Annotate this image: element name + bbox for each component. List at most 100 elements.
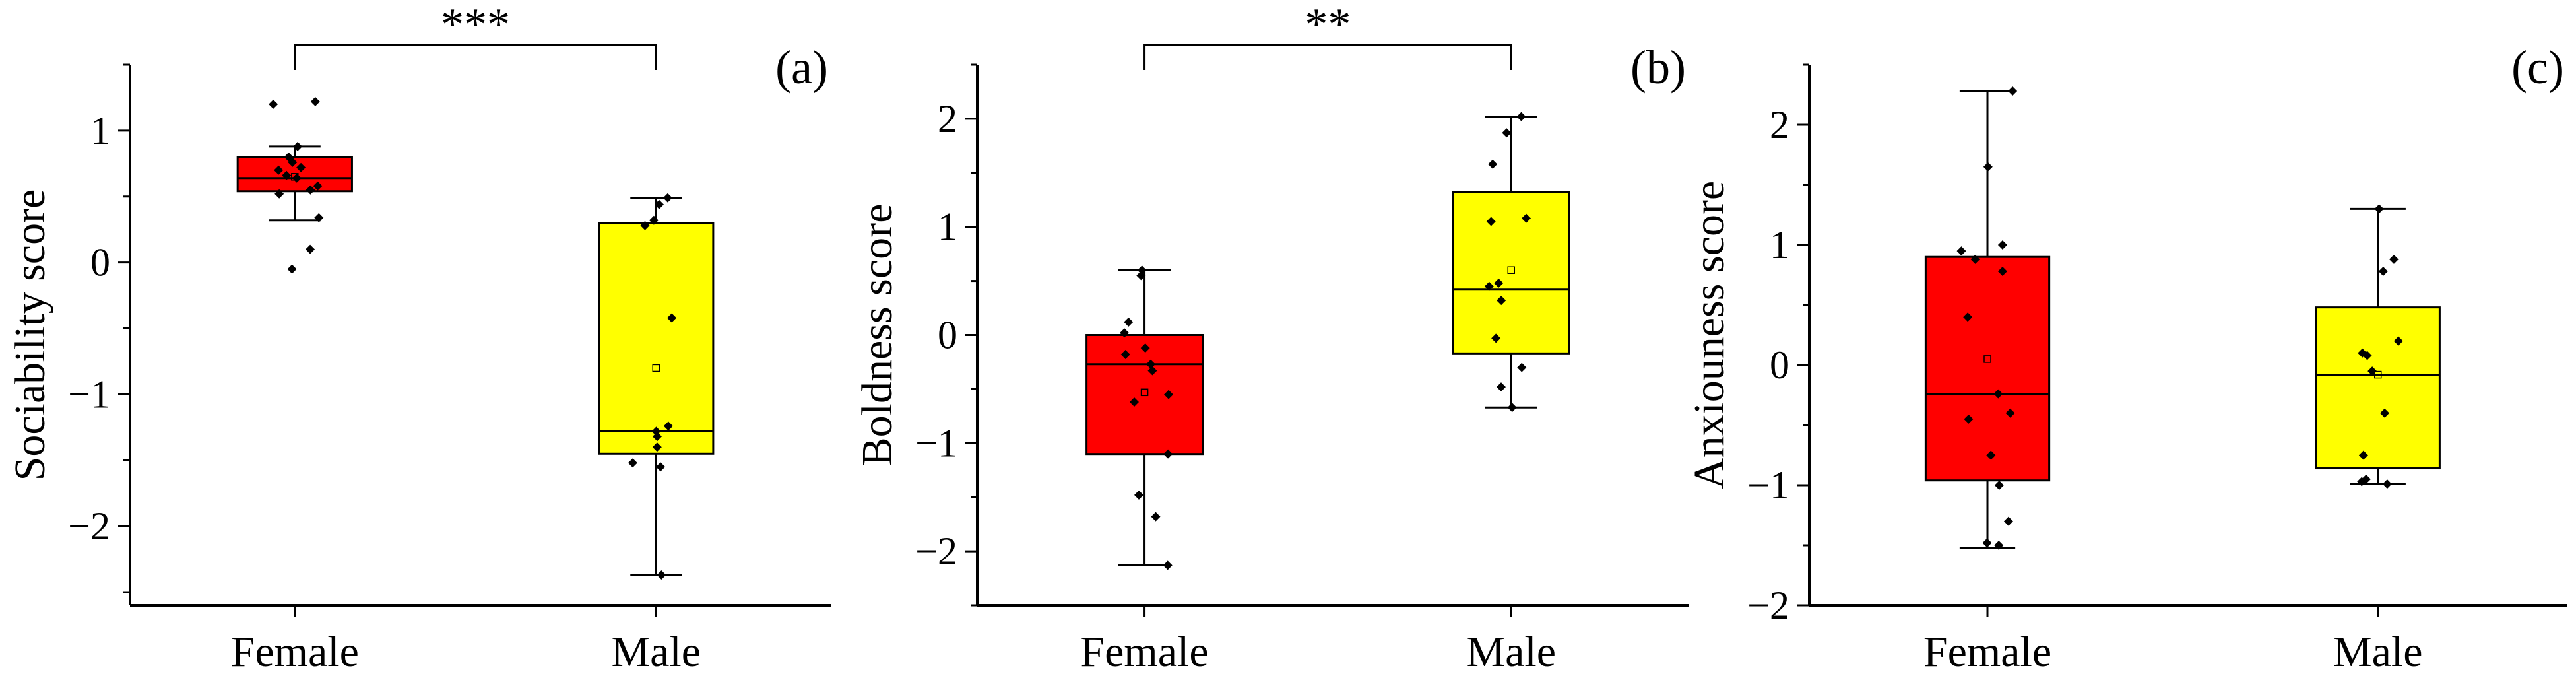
data-point: [1134, 490, 1143, 500]
data-point: [1997, 267, 2007, 277]
data-point: [306, 244, 315, 254]
data-point: [654, 199, 664, 209]
significance-marker: **: [1304, 0, 1351, 50]
data-point: [1497, 296, 1506, 306]
data-point: [1146, 359, 1156, 369]
data-point: [2358, 450, 2368, 460]
mean-marker: [1507, 266, 1515, 274]
data-point: [1124, 317, 1134, 327]
data-point: [1517, 362, 1527, 372]
data-point: [1982, 538, 1992, 548]
y-axis-title: Anxiouness score: [1685, 181, 1733, 489]
data-point: [1484, 281, 1494, 291]
data-point: [2357, 477, 2367, 487]
data-point: [2389, 254, 2399, 264]
y-tick-label: 1: [1770, 223, 1789, 267]
panel-label: (c): [2511, 41, 2564, 94]
significance-bracket: [1143, 44, 1512, 70]
data-point: [1120, 328, 1130, 338]
data-point: [282, 170, 292, 180]
data-point: [2008, 86, 2018, 96]
sociability-chart: −2 −1 0 1 Sociability score Female Male *** (a): [6, 0, 831, 676]
x-tick-label-female: Female: [1080, 628, 1208, 676]
panel-label: (a): [775, 41, 828, 94]
y-tick-label: −2: [915, 529, 957, 573]
y-tick-label: −1: [1747, 463, 1789, 507]
data-point: [667, 313, 677, 323]
data-point: [1994, 481, 2004, 490]
panel-label: (b): [1630, 41, 1686, 94]
y-tick-label: −2: [1747, 584, 1789, 627]
data-point: [313, 181, 323, 191]
data-point: [2005, 408, 2015, 418]
iqr-box: [1924, 255, 2051, 482]
y-axis-title: Boldness score: [853, 204, 901, 467]
y-axis-title: Sociability score: [6, 189, 54, 481]
data-point: [662, 193, 672, 203]
data-point: [269, 99, 278, 109]
data-point: [1136, 271, 1146, 281]
data-point: [1163, 449, 1173, 459]
data-point: [314, 213, 324, 222]
data-point: [1964, 414, 1974, 424]
data-point: [1151, 512, 1161, 522]
mean-marker: [652, 364, 660, 372]
data-point: [274, 189, 284, 199]
data-point: [1997, 240, 2007, 250]
iqr-box: [2315, 306, 2441, 470]
data-point: [640, 220, 650, 230]
significance-bracket: [294, 44, 657, 70]
data-point: [1963, 312, 1973, 322]
data-point: [1986, 450, 1996, 460]
mean-marker: [2374, 370, 2382, 379]
y-tick-label: 1: [90, 109, 110, 153]
data-point: [649, 215, 659, 225]
data-point: [1140, 343, 1150, 353]
data-point: [1120, 349, 1130, 359]
data-point: [652, 442, 662, 452]
box-female: [1085, 265, 1204, 570]
x-tick-label-male: Male: [1466, 628, 1556, 676]
data-point: [1147, 366, 1157, 376]
data-point: [1970, 254, 1980, 264]
x-tick-label-male: Male: [611, 628, 701, 676]
data-point: [2382, 479, 2392, 489]
data-point: [296, 162, 306, 172]
boldness-chart: −2 −1 0 1 2 Boldness score Female Male ** (b): [853, 0, 1689, 676]
x-tick-label-female: Female: [1923, 628, 2051, 676]
data-point: [288, 157, 298, 167]
data-point: [310, 96, 320, 106]
significance-marker: ***: [441, 0, 510, 50]
x-tick-label-male: Male: [2333, 628, 2423, 676]
y-tick-label: −1: [915, 421, 957, 465]
y-tick-label: 2: [1770, 103, 1789, 147]
data-point: [1486, 217, 1496, 226]
mean-marker: [1140, 388, 1149, 397]
y-tick-label: −1: [68, 372, 110, 416]
box-male: [2315, 204, 2441, 489]
box-female: [1924, 86, 2051, 550]
data-point: [2003, 516, 2013, 526]
data-point: [657, 570, 666, 580]
data-point: [1494, 278, 1504, 288]
data-point: [293, 141, 303, 151]
data-point: [2378, 267, 2388, 277]
box-male: [598, 193, 715, 580]
data-point: [1491, 333, 1501, 343]
data-point: [652, 432, 662, 442]
data-point: [628, 458, 637, 468]
mean-marker: [1983, 355, 1991, 363]
data-point: [1516, 112, 1526, 121]
data-point: [663, 421, 673, 431]
y-tick-label: 0: [90, 241, 110, 285]
data-point: [1502, 128, 1512, 138]
box-male: [1452, 112, 1570, 413]
data-point: [1993, 389, 2003, 399]
data-point: [2367, 366, 2377, 376]
data-point: [1129, 397, 1139, 407]
data-point: [1522, 213, 1531, 223]
x-tick-label-female: Female: [231, 628, 359, 676]
data-point: [1994, 541, 2004, 550]
y-tick-label: 0: [1770, 343, 1789, 387]
